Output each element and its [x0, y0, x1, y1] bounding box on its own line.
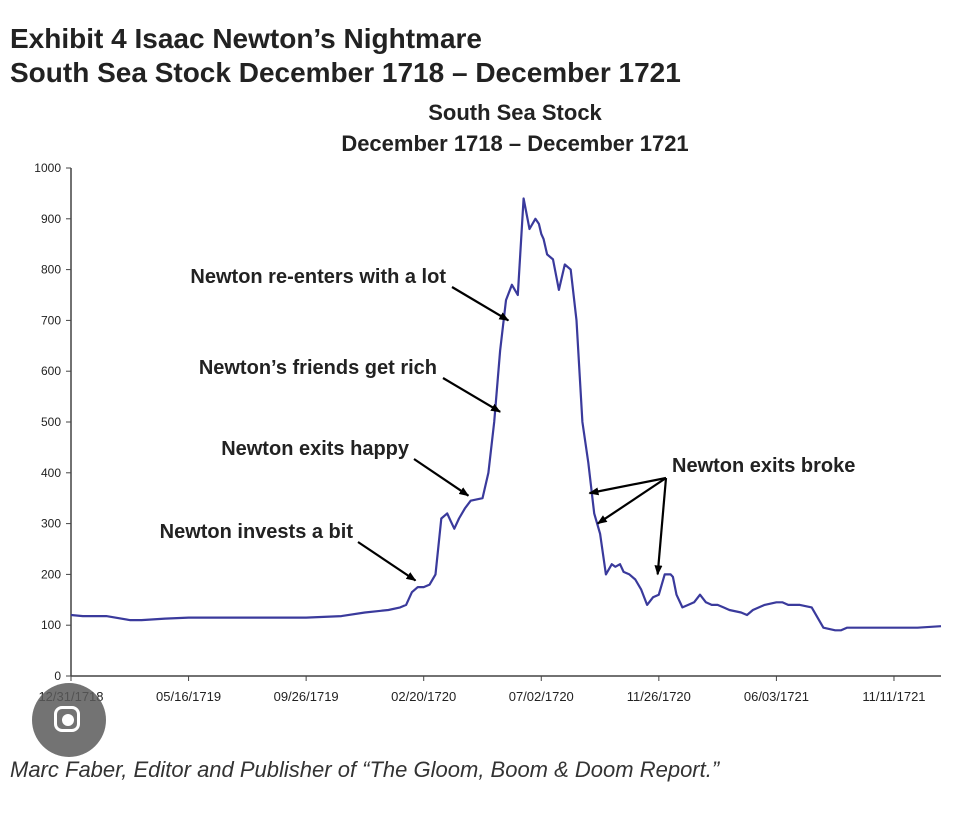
lens-search-icon[interactable] [32, 683, 106, 757]
annotation-arrow [596, 477, 667, 525]
lens-dot [62, 714, 74, 726]
x-tick-label: 06/03/1721 [744, 689, 809, 704]
x-tick-label: 07/02/1720 [509, 689, 574, 704]
x-tick-label: 11/11/1721 [862, 689, 925, 704]
series-line [70, 197, 942, 632]
annotation-arrow [442, 377, 501, 413]
y-tick-label: 500 [41, 415, 61, 429]
y-tick-label: 100 [41, 618, 61, 632]
annotation-label: Newton invests a bit [160, 521, 354, 543]
annotation-arrow [451, 286, 510, 322]
y-tick-label: 1000 [34, 161, 61, 175]
source-caption: Marc Faber, Editor and Publisher of “The… [10, 757, 720, 782]
exhibit-header: Exhibit 4 Isaac Newton’s Nightmare South… [10, 22, 681, 90]
annotation-label: Newton re-enters with a lot [190, 266, 446, 288]
chart-title: South Sea Stock [428, 100, 602, 125]
south-sea-stock-chart: South Sea Stock December 1718 – December… [34, 100, 942, 704]
lens-frame [54, 706, 80, 732]
annotation-arrow [588, 476, 667, 496]
x-tick-label: 05/16/1719 [156, 689, 221, 704]
annotation-label: Newton exits happy [221, 438, 410, 460]
x-tick-label: 02/20/1720 [391, 689, 456, 704]
y-tick-label: 0 [54, 669, 61, 683]
chart-subtitle: December 1718 – December 1721 [341, 131, 688, 156]
annotation-arrow [413, 458, 470, 497]
annotation-arrow [654, 477, 668, 576]
x-tick-label: 09/26/1719 [274, 689, 339, 704]
y-tick-label: 800 [41, 263, 61, 277]
chart-axes: 0100200300400500600700800900100012/31/17… [34, 161, 941, 704]
exhibit-title: Exhibit 4 Isaac Newton’s Nightmare [10, 23, 482, 54]
x-tick-label: 11/26/1720 [627, 689, 691, 704]
y-tick-label: 200 [41, 567, 61, 581]
y-tick-label: 600 [41, 364, 61, 378]
y-tick-label: 900 [41, 212, 61, 226]
exhibit-subtitle: South Sea Stock December 1718 – December… [10, 57, 681, 88]
annotation-arrow [357, 541, 417, 582]
y-tick-label: 300 [41, 517, 61, 531]
chart-annotations: Newton invests a bit Newton exits happy Ne… [160, 266, 855, 582]
annotation-label: Newton’s friends get rich [199, 357, 437, 379]
annotation-label: Newton exits broke [672, 455, 855, 477]
y-tick-label: 400 [41, 466, 61, 480]
chart-series [70, 197, 942, 632]
y-tick-label: 700 [41, 313, 61, 327]
